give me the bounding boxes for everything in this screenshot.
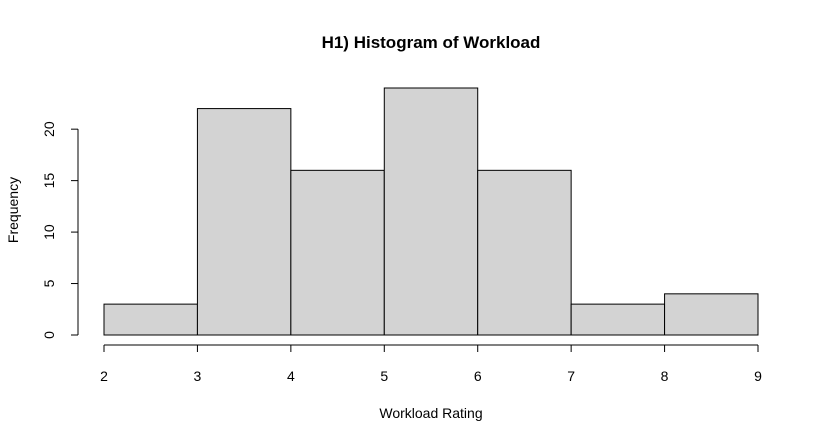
y-tick-label: 10 xyxy=(41,224,57,240)
x-axis-label: Workload Rating xyxy=(379,405,482,421)
x-tick-label: 7 xyxy=(567,368,575,384)
histogram-bar-7-8 xyxy=(570,303,666,336)
y-tick-label: 5 xyxy=(41,279,57,287)
x-tick-label: 6 xyxy=(474,368,482,384)
histogram-bar-3-4 xyxy=(196,108,292,336)
histogram-bar-5-6 xyxy=(383,87,479,336)
y-tick-label: 0 xyxy=(41,331,57,339)
x-tick-label: 4 xyxy=(287,368,295,384)
x-tick-label: 2 xyxy=(100,368,108,384)
x-axis: 2 3 4 5 6 7 8 9 xyxy=(100,344,762,384)
chart-title: H1) Histogram of Workload xyxy=(322,33,541,52)
x-tick-label: 8 xyxy=(661,368,669,384)
y-axis: 0 5 10 15 20 xyxy=(41,121,79,339)
x-tick-label: 9 xyxy=(754,368,762,384)
histogram-bar-6-7 xyxy=(477,169,572,336)
y-tick-label: 15 xyxy=(41,173,57,189)
x-tick-label: 5 xyxy=(380,368,388,384)
histogram-bar-2-3 xyxy=(103,303,198,336)
x-tick-label: 3 xyxy=(194,368,202,384)
histogram-bar-4-5 xyxy=(290,169,385,336)
y-axis-label: Frequency xyxy=(5,177,21,243)
histogram-bar-8-9 xyxy=(664,293,759,336)
y-tick-label: 20 xyxy=(41,121,57,137)
bars-group xyxy=(103,87,759,336)
